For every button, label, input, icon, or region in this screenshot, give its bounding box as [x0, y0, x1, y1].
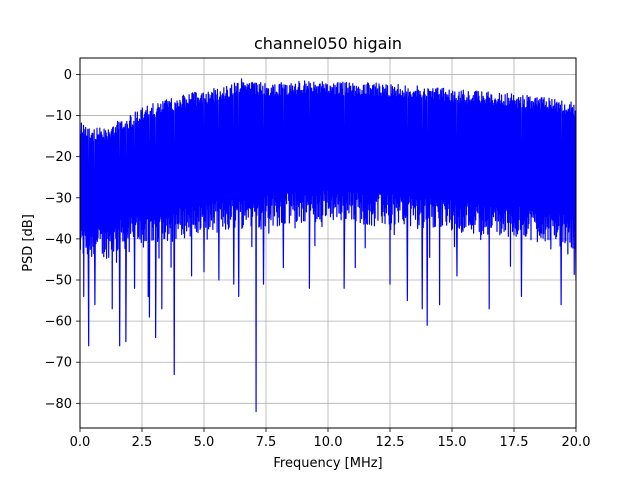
x-axis-label: Frequency [MHz]	[273, 456, 382, 471]
chart-title: channel050 higain	[254, 34, 402, 53]
y-axis-ticks: 0 −10 −20 −30 −40 −50 −60 −70 −80	[45, 68, 80, 412]
y-axis-label: PSD [dB]	[21, 214, 36, 272]
psd-line	[80, 78, 576, 413]
x-axis-ticks: 0.0 2.5 5.0 7.5 10.0 12.5 15.0 17.5 20.0	[70, 428, 591, 450]
y-tick-label: −80	[45, 397, 72, 412]
y-tick-label: −20	[45, 150, 72, 165]
y-tick-label: −70	[45, 356, 72, 371]
x-tick-label: 15.0	[438, 435, 467, 450]
x-tick-label: 17.5	[500, 435, 529, 450]
x-tick-label: 2.5	[132, 435, 153, 450]
x-tick-label: 0.0	[70, 435, 91, 450]
y-tick-label: 0	[64, 68, 72, 83]
y-tick-label: −50	[45, 274, 72, 289]
y-tick-label: −60	[45, 315, 72, 330]
x-tick-label: 12.5	[376, 435, 405, 450]
y-tick-label: −10	[45, 109, 72, 124]
psd-series	[80, 78, 576, 413]
y-tick-label: −40	[45, 232, 72, 247]
x-tick-label: 10.0	[314, 435, 343, 450]
x-tick-label: 5.0	[194, 435, 215, 450]
x-tick-label: 20.0	[562, 435, 591, 450]
y-tick-label: −30	[45, 191, 72, 206]
x-tick-label: 7.5	[256, 435, 277, 450]
